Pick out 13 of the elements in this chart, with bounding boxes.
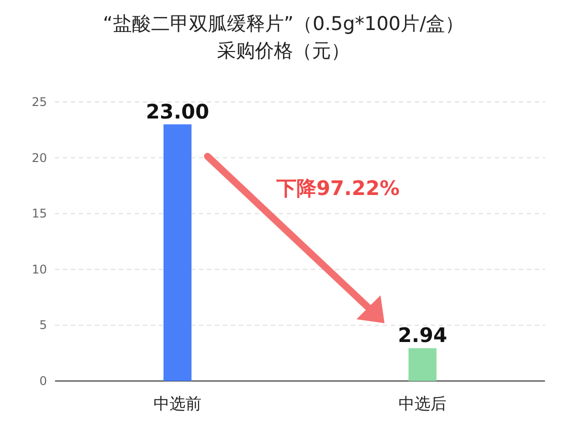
chart-title: “盐酸二甲双胍缓释片”（0.5g*100片/盒） [102, 13, 464, 35]
y-tick-label: 25 [32, 95, 47, 109]
y-tick-label: 10 [32, 262, 47, 276]
y-tick-label: 20 [32, 150, 47, 165]
chart-subtitle: 采购价格（元） [217, 40, 350, 62]
y-tick-label: 0 [39, 374, 47, 388]
x-tick-label: 中选前 [154, 394, 202, 413]
y-tick-label: 5 [39, 318, 47, 332]
x-tick-label: 中选后 [398, 394, 446, 413]
data-label: 23.00 [146, 99, 210, 124]
data-label: 2.94 [398, 323, 448, 348]
annotation: 下降97.22% [275, 176, 400, 200]
y-tick-label: 15 [32, 206, 47, 221]
